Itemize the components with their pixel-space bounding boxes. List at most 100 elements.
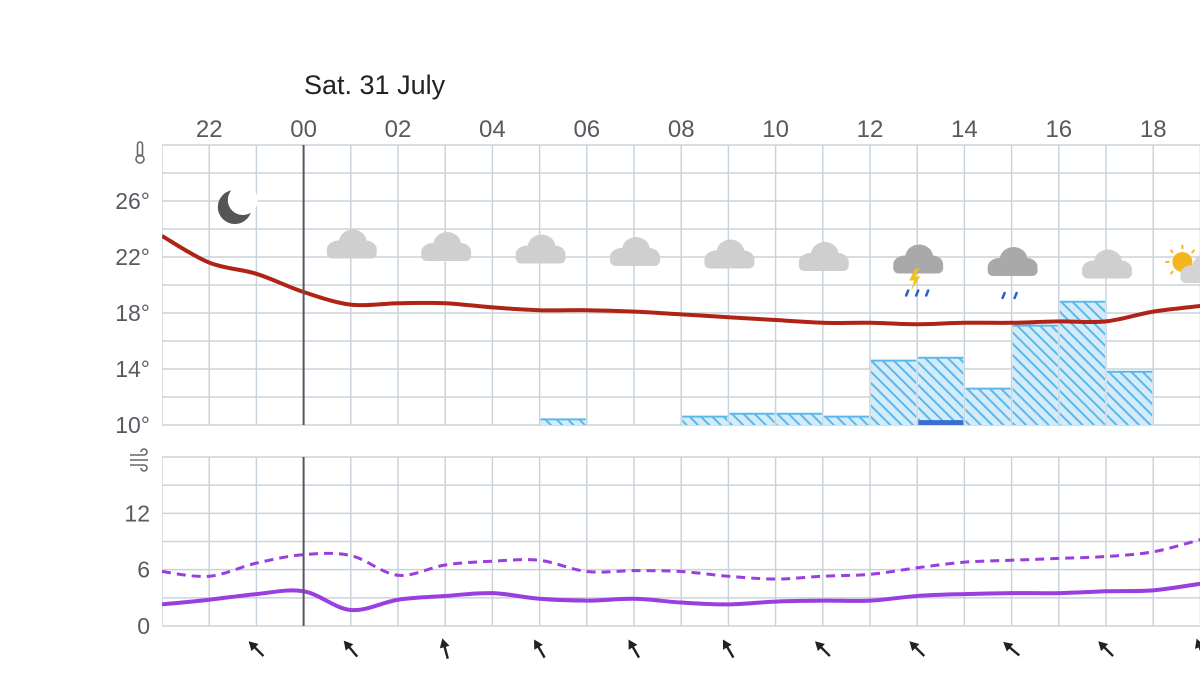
wind-direction-arrow (1195, 638, 1200, 659)
cloud-base (515, 252, 566, 264)
rain-drop (924, 289, 930, 297)
wind-direction-arrow (815, 641, 831, 657)
wind-direction-arrow (534, 639, 546, 659)
arrow-head (722, 639, 732, 650)
arrow-head (1195, 638, 1200, 649)
wind-direction-arrow (1003, 641, 1021, 657)
cloud-base (1180, 272, 1200, 283)
moon-icon (217, 185, 258, 224)
hour-label: 18 (1140, 116, 1167, 143)
hour-label: 00 (290, 116, 317, 143)
thermometer-tube (136, 141, 144, 157)
wind-direction-arrow (909, 641, 926, 657)
lightning-bolt (909, 268, 921, 291)
hour-label: 04 (479, 116, 506, 143)
moon-cutout (227, 185, 258, 215)
arrow-head (534, 639, 543, 650)
cloud-icon (798, 242, 849, 271)
arrow-head (1098, 641, 1109, 652)
temperature-tick-label: 14° (115, 356, 150, 382)
hour-label: 22 (196, 116, 223, 143)
temperature-line (162, 234, 1200, 327)
temperature-tick-label: 18° (115, 300, 150, 326)
temperature-axis-labels: 26° 22° 18° 14° 10° (115, 188, 150, 438)
wind-tick-label: 12 (124, 500, 150, 526)
rain-cloud-icon (987, 247, 1038, 300)
arrow-head (248, 641, 259, 652)
hour-label: 16 (1045, 116, 1072, 143)
cloud-base (421, 250, 472, 261)
cloud-base (610, 255, 660, 266)
wind-direction-arrows (248, 638, 1200, 659)
wind-icon-stroke (130, 464, 148, 472)
cloud-icon (421, 232, 472, 261)
rain-drop (904, 289, 910, 297)
temperature-tick-label: 10° (115, 412, 150, 438)
precipitation-bar (776, 413, 822, 425)
wind-tick-label: 6 (137, 557, 150, 583)
rain-drop (1013, 291, 1018, 300)
thermometer-icon (135, 141, 145, 164)
cloud-icon (704, 239, 755, 269)
cloud-base (987, 265, 1038, 276)
wind-tick-label: 0 (137, 613, 150, 639)
sun-ray (1169, 249, 1174, 254)
hour-label: 02 (385, 116, 412, 143)
cloud-icon (326, 229, 377, 259)
cloud-icon (610, 237, 660, 266)
wind-direction-arrow (1098, 641, 1114, 657)
cloud-base (893, 262, 944, 274)
cloud-icon (1082, 249, 1132, 279)
precipitation-bar (540, 419, 586, 425)
cloud-base (798, 260, 849, 271)
wind-axis-labels: 12 6 0 (124, 500, 150, 639)
date-title: Sat. 31 July (304, 70, 446, 100)
cloud-base (704, 257, 755, 269)
arrow-head (439, 638, 450, 649)
arrow-head (815, 641, 825, 652)
partly-sunny-icon (1165, 245, 1200, 283)
rain-drop (914, 289, 920, 297)
precipitation-solid-bar (918, 420, 964, 425)
precipitation-bar (1012, 325, 1058, 425)
wind-gust-line (162, 538, 1200, 581)
cloud-base (1082, 267, 1132, 279)
temperature-tick-label: 26° (115, 188, 150, 214)
cloud-base (326, 247, 377, 259)
rain-drop (1001, 291, 1006, 300)
precipitation-bar (729, 413, 775, 425)
sun-ray (1190, 249, 1196, 254)
precipitation-bar (682, 416, 728, 425)
precipitation-bars (540, 300, 1153, 425)
cloud-icon (515, 234, 566, 264)
wind-direction-arrow (722, 639, 735, 659)
temperature-tick-label: 22° (115, 244, 150, 270)
hour-label: 08 (668, 116, 695, 143)
arrow-head (343, 640, 354, 651)
hour-labels: 22 00 02 04 06 08 10 12 14 16 18 (196, 116, 1167, 143)
thunderstorm-icon (893, 244, 944, 297)
hour-label: 06 (573, 116, 600, 143)
hour-label: 14 (951, 116, 978, 143)
hour-label: 10 (762, 116, 789, 143)
wind-direction-arrow (343, 640, 359, 658)
plot-area (162, 144, 1200, 627)
sun-ray (1169, 270, 1174, 275)
arrow-head (628, 639, 638, 650)
precipitation-bar (918, 357, 964, 425)
wind-icon (130, 448, 148, 472)
wind-direction-arrow (248, 641, 265, 657)
wind-speed-line (162, 581, 1200, 613)
thermometer-bulb (135, 154, 145, 164)
wind-direction-arrow (628, 639, 641, 659)
precipitation-bar (871, 360, 917, 425)
precipitation-bar (823, 416, 869, 425)
precipitation-bar (1107, 371, 1153, 425)
arrow-head (909, 641, 920, 652)
arrow-head (1003, 641, 1014, 652)
precipitation-bar (965, 388, 1011, 425)
hour-label: 12 (857, 116, 884, 143)
wind-icon-stroke (130, 448, 148, 456)
wind-direction-arrow (439, 638, 450, 659)
